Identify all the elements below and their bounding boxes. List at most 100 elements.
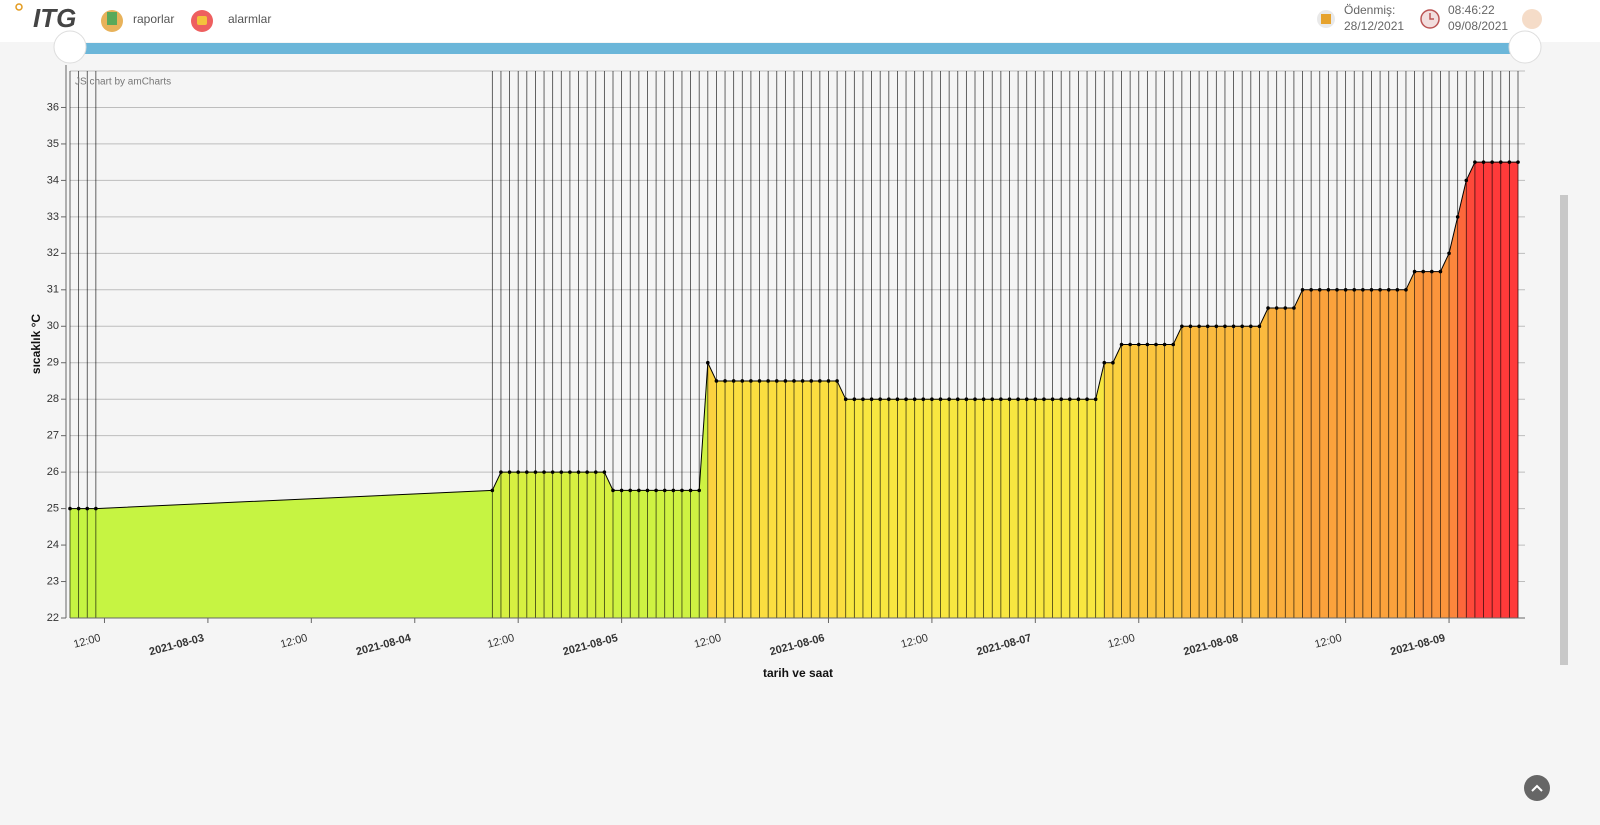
point — [1283, 306, 1288, 310]
point — [1412, 269, 1417, 274]
chart-credit: JS chart by amCharts — [75, 77, 171, 88]
area-segment — [1457, 180, 1467, 619]
x-tick-label: 12:00 — [279, 632, 309, 651]
point — [1274, 306, 1279, 310]
x-tick-label: 2021-08-04 — [355, 632, 413, 658]
x-tick-label: 2021-08-08 — [1182, 632, 1239, 658]
x-tick-label: 12:00 — [1107, 632, 1137, 651]
area-segment — [1086, 398, 1096, 619]
point — [835, 379, 839, 383]
area-segment — [1491, 161, 1502, 619]
scroll-top-arrow — [1531, 784, 1543, 792]
logo-dot — [15, 3, 23, 11]
area-segment — [879, 398, 890, 619]
area-segment — [1095, 362, 1105, 619]
user-avatar[interactable] — [1522, 9, 1542, 29]
point — [1292, 306, 1296, 310]
point — [1386, 288, 1391, 292]
point — [1490, 160, 1494, 164]
point — [1171, 342, 1176, 347]
area-segment — [621, 490, 631, 619]
area-segment — [776, 380, 786, 619]
nav-link[interactable]: raporlar — [133, 12, 174, 26]
nav-link[interactable]: alarmlar — [228, 12, 271, 26]
point — [1430, 269, 1434, 274]
point — [809, 379, 814, 383]
reports-icon-doc — [107, 12, 117, 25]
area-segment — [905, 398, 915, 619]
point — [852, 397, 857, 402]
area-segment — [1198, 326, 1208, 619]
x-tick-label: 2021-08-09 — [1389, 632, 1446, 658]
point — [1180, 324, 1184, 329]
point — [1162, 342, 1167, 347]
area-segment — [750, 380, 760, 619]
area-segment — [1172, 326, 1183, 619]
area-segment — [1302, 289, 1312, 619]
area-segment — [1026, 398, 1036, 619]
point — [1042, 397, 1046, 402]
area-segment — [1138, 344, 1148, 619]
point — [869, 397, 874, 402]
area-segment — [1043, 398, 1053, 619]
area-segment — [1276, 307, 1286, 619]
y-tick-label: 30 — [47, 320, 59, 332]
point — [602, 470, 607, 474]
scrollbar-grip-right[interactable] — [1508, 30, 1542, 64]
point — [1326, 288, 1331, 292]
point — [1068, 397, 1072, 402]
scrollbar-track[interactable] — [70, 43, 1525, 54]
area-segment — [95, 490, 493, 619]
area-segment — [802, 380, 812, 619]
scrollbar-grip-left[interactable] — [53, 30, 87, 64]
point — [680, 488, 684, 493]
clock-time: 08:46:22 — [1448, 3, 1495, 17]
point — [1361, 288, 1365, 292]
area-segment — [86, 508, 97, 619]
point — [757, 379, 762, 383]
plot: 22 23 24 25 26 27 28 29 30 31 32 33 34 35 36 12:00 2021-… — [29, 65, 1525, 680]
area-segment — [1216, 326, 1226, 619]
point — [1197, 324, 1201, 329]
point — [490, 488, 495, 493]
area-segment — [647, 490, 657, 619]
area-segment — [742, 380, 752, 619]
point — [1404, 288, 1408, 292]
point — [611, 488, 615, 493]
page-scrollbar[interactable] — [1560, 195, 1568, 665]
area-segment — [1379, 289, 1389, 619]
area-segment — [1035, 398, 1045, 619]
area-segment — [1440, 253, 1450, 619]
point — [783, 379, 788, 383]
point — [1016, 397, 1020, 402]
point — [895, 397, 900, 402]
area-segment — [1431, 271, 1441, 619]
point — [1188, 324, 1193, 329]
area-segment — [828, 380, 838, 619]
area-segment — [500, 471, 510, 619]
point — [645, 488, 650, 493]
point — [843, 397, 848, 402]
x-tick-label: 12:00 — [693, 632, 723, 651]
y-tick-label: 31 — [47, 284, 59, 296]
area-segment — [595, 471, 605, 619]
scroll-top-button[interactable] — [1524, 775, 1550, 801]
point — [671, 488, 676, 493]
area-segment — [604, 472, 614, 619]
area-segment — [1466, 162, 1476, 619]
area-segment — [914, 398, 924, 619]
area-segment — [690, 490, 700, 619]
area-segment — [854, 398, 864, 619]
x-tick-label: 12:00 — [900, 632, 930, 651]
point — [1421, 269, 1425, 274]
point — [1093, 397, 1098, 402]
area-segment — [1388, 289, 1398, 619]
area-segment — [1285, 307, 1295, 619]
point — [1481, 160, 1486, 164]
clock-date: 09/08/2021 — [1448, 19, 1508, 33]
y-tick-label: 29 — [47, 357, 59, 369]
area-segment — [1052, 398, 1062, 619]
logo[interactable]: ITG — [33, 3, 76, 33]
area-segment — [1121, 344, 1131, 619]
paid-icon-box — [1321, 14, 1331, 24]
